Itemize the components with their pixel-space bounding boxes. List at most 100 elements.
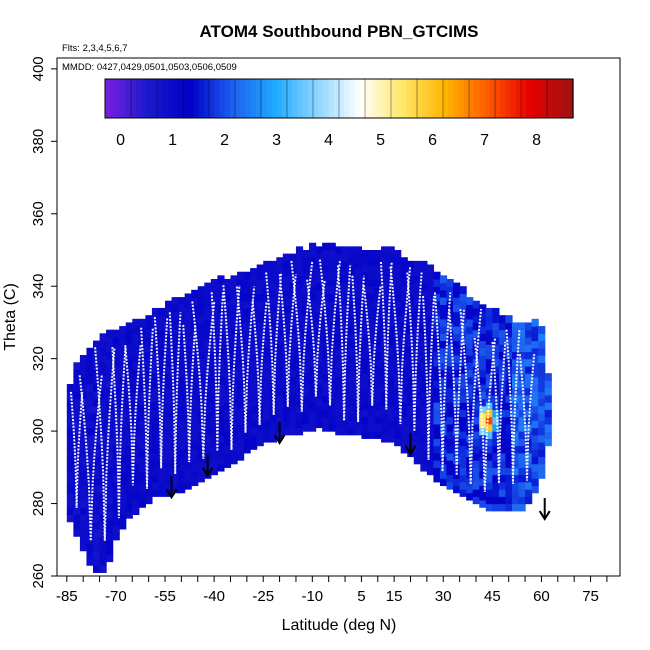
- heatmap-cell: [289, 253, 297, 262]
- heatmap-cell: [191, 304, 199, 313]
- heatmap-cell: [263, 318, 271, 327]
- heatmap-cell: [132, 463, 140, 472]
- heatmap-cell: [426, 416, 435, 425]
- heatmap-cell: [210, 307, 218, 316]
- heatmap-cell: [426, 264, 435, 273]
- colorbar-segment: [287, 79, 293, 118]
- heatmap-cell: [498, 496, 507, 505]
- heatmap-cell: [250, 369, 258, 378]
- heatmap-cell: [420, 434, 428, 443]
- heatmap-cell: [250, 434, 258, 443]
- heatmap-cell: [407, 369, 415, 378]
- heatmap-cell: [439, 304, 448, 313]
- heatmap-cell: [381, 420, 389, 429]
- heatmap-cell: [354, 260, 363, 269]
- heatmap-cell: [119, 340, 127, 349]
- heatmap-cell: [289, 318, 297, 327]
- heatmap-cell: [217, 369, 225, 378]
- heatmap-cell: [498, 438, 507, 447]
- heatmap-cell: [518, 460, 526, 468]
- heatmap-cell: [492, 387, 500, 396]
- heatmap-cell: [544, 409, 552, 418]
- heatmap-cell: [125, 387, 133, 396]
- heatmap-cell: [367, 423, 376, 432]
- heatmap-cell: [407, 326, 415, 334]
- heatmap-cell: [184, 402, 192, 410]
- heatmap-cell: [237, 307, 245, 316]
- heatmap-cell: [446, 402, 454, 410]
- colorbar-segment: [245, 79, 252, 118]
- heatmap-cell: [171, 398, 179, 407]
- heatmap-cell: [171, 333, 179, 342]
- heatmap-cell: [99, 536, 107, 544]
- heatmap-cell: [315, 297, 323, 305]
- heatmap-cell: [119, 470, 127, 479]
- heatmap-cell: [315, 282, 323, 291]
- heatmap-cell: [295, 391, 304, 400]
- heatmap-cell: [256, 329, 264, 338]
- heatmap-cell: [335, 347, 343, 356]
- heatmap-cell: [269, 412, 277, 421]
- heatmap-cell: [439, 420, 448, 429]
- colorbar-segment: [188, 79, 195, 118]
- heatmap-cell: [243, 438, 251, 447]
- heatmap-cell: [106, 402, 114, 410]
- heatmap-cell: [125, 474, 133, 483]
- heatmap-cell: [374, 387, 382, 396]
- flight-profile-trace: [251, 301, 268, 426]
- heatmap-cell: [184, 358, 192, 367]
- heatmap-cell: [472, 300, 480, 309]
- heatmap-cell: [138, 456, 146, 465]
- heatmap-cell: [289, 340, 297, 349]
- heatmap-cell: [518, 365, 526, 374]
- heatmap-cell: [538, 376, 546, 385]
- heatmap-cell: [381, 427, 389, 436]
- heatmap-cell: [531, 376, 539, 385]
- heatmap-cell: [348, 362, 356, 371]
- heatmap-cell: [197, 431, 205, 439]
- flight-profile-trace: [433, 292, 452, 472]
- heatmap-cell: [263, 311, 271, 320]
- heatmap-cell: [230, 304, 238, 313]
- heatmap-cell: [492, 351, 500, 360]
- heatmap-cell: [158, 387, 166, 396]
- heatmap-cell: [66, 412, 74, 421]
- heatmap-cell: [106, 431, 114, 439]
- heatmap-cell: [93, 340, 101, 349]
- heatmap-cell: [178, 470, 186, 479]
- colorbar-segment: [354, 79, 361, 118]
- heatmap-cell: [518, 496, 526, 505]
- heatmap-cell: [263, 355, 271, 363]
- heatmap-cell: [66, 405, 74, 414]
- heatmap-cell: [73, 369, 81, 378]
- heatmap-cell: [505, 322, 513, 331]
- heatmap-cell: [269, 420, 277, 429]
- heatmap-cell: [184, 474, 192, 483]
- colorbar-tick-label: 1: [168, 132, 177, 149]
- heatmap-cell: [302, 380, 310, 389]
- heatmap-cell: [485, 503, 493, 512]
- heatmap-cell: [165, 315, 173, 324]
- heatmap-cell: [459, 286, 467, 295]
- heatmap-cell: [178, 391, 186, 400]
- heatmap-cell: [413, 362, 421, 371]
- heatmap-cell: [341, 355, 349, 363]
- heatmap-cell: [531, 333, 539, 342]
- heatmap-cell: [387, 362, 395, 371]
- heatmap-cell: [374, 373, 382, 381]
- heatmap-cell: [204, 304, 212, 313]
- heatmap-cell: [295, 376, 304, 385]
- colorbar-segment: [453, 79, 460, 118]
- y-tick-label: 400: [30, 56, 47, 81]
- heatmap-cell: [295, 347, 304, 356]
- heatmap-cell: [459, 322, 467, 331]
- heatmap-cell: [125, 510, 133, 519]
- heatmap-cell: [453, 355, 461, 363]
- heatmap-cell: [243, 336, 251, 345]
- heatmap-cell: [335, 304, 343, 313]
- heatmap-cell: [178, 355, 186, 363]
- heatmap-cell: [282, 304, 290, 313]
- heatmap-cell: [348, 384, 356, 392]
- heatmap-cell: [433, 286, 441, 295]
- heatmap-cell: [99, 557, 107, 566]
